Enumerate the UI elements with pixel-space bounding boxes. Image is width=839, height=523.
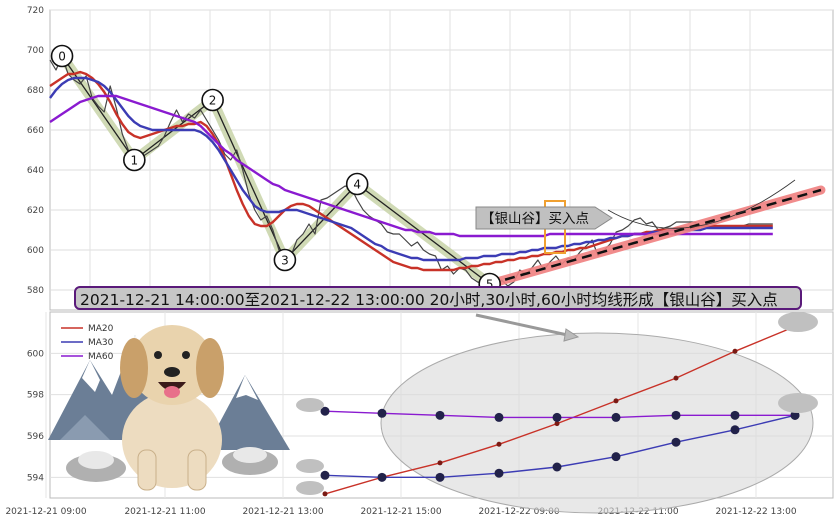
lower-point-ma60: [377, 408, 387, 418]
pointer-arrowhead: [563, 328, 580, 342]
legend-ma20: MA20: [88, 324, 114, 334]
zigzag-label-0: 0: [58, 50, 66, 64]
legend: MA20 MA30 MA60: [61, 324, 114, 362]
upper-y-tick-6: 600: [27, 246, 44, 256]
series-ma60: [49, 94, 773, 238]
upper-y-tick-7: 580: [27, 286, 44, 296]
annotation-pointer: [475, 206, 613, 230]
zigzag-label-2: 2: [209, 94, 217, 108]
upper-panel-grid: [49, 9, 834, 311]
lower-point-ma60: [435, 410, 445, 420]
series-price: [49, 55, 773, 291]
lower-point-ma30: [611, 452, 621, 462]
lower-y-tick-0: 600: [27, 349, 44, 359]
upper-y-tick-1: 700: [27, 46, 44, 56]
dog-illustration: [120, 325, 224, 491]
upper-y-tick-4: 640: [27, 166, 44, 176]
series-ma20: [49, 70, 773, 272]
lower-point-ma30: [377, 472, 387, 482]
zigzag-point-3: [273, 248, 297, 272]
legend-ma60: MA60: [88, 352, 114, 362]
lower-point-ma30: [435, 472, 445, 482]
lower-point-ma60: [320, 406, 330, 416]
lower-series: [320, 323, 800, 497]
zigzag-point-4: [345, 172, 369, 196]
lower-point-ma60: [671, 410, 681, 420]
upper-y-tick-3: 660: [27, 126, 44, 136]
upper-y-tick-2: 680: [27, 86, 44, 96]
lower-point-ma20: [732, 348, 738, 354]
pointer-arrow: [475, 313, 573, 338]
summary-banner: 2021-12-21 14:00:00至2021-12-22 13:00:00 …: [74, 286, 802, 310]
x-tick-0: 2021-12-21 09:00: [5, 507, 86, 517]
zigzag-segment: [284, 183, 358, 261]
ingot-markers: [296, 312, 818, 495]
upper-frame: [49, 9, 834, 311]
lower-point-ma30: [494, 468, 504, 478]
forecast-arc: [607, 179, 796, 229]
x-tick-3: 2021-12-21 15:00: [360, 507, 441, 517]
x-tick-5: 2021-12-22 11:00: [597, 507, 678, 517]
lower-point-ma60: [494, 412, 504, 422]
lower-point-ma60: [730, 410, 740, 420]
lower-point-ma20: [554, 421, 560, 427]
forecast-dashed: [489, 188, 822, 286]
lower-y-tick-1: 598: [27, 391, 44, 401]
zigzag-label-4: 4: [353, 178, 361, 192]
annotation-text: 【银山谷】买入点: [481, 211, 589, 227]
lower-frame: [49, 311, 834, 499]
lower-point-ma30: [320, 470, 330, 480]
buy-point-annotation: 【银山谷】买入点: [475, 200, 613, 254]
zigzag-segment: [212, 99, 286, 261]
zigzag-label-5: 5: [486, 278, 494, 292]
zigzag-point-2: [201, 88, 224, 112]
series-ma30: [49, 76, 773, 262]
highlight-ellipse: [380, 332, 814, 514]
lower-point-ma20: [496, 441, 502, 447]
lower-point-ma20: [673, 375, 679, 381]
upper-y-tick-0: 720: [27, 6, 44, 16]
lower-point-ma20: [322, 491, 328, 497]
lower-y-tick-2: 596: [27, 432, 44, 442]
lower-point-ma20: [613, 398, 619, 404]
lower-point-ma60: [611, 412, 621, 422]
upper-series: [49, 55, 773, 291]
zigzag-points: 0 1 2 3 4 5: [50, 44, 501, 296]
legend-ma30: MA30: [88, 338, 114, 348]
x-tick-6: 2021-12-22 13:00: [715, 507, 796, 517]
lower-point-ma30: [671, 437, 681, 447]
zigzag-point-0: [50, 44, 74, 68]
silver-ingot-icon: [66, 447, 278, 482]
x-tick-4: 2021-12-22 09:00: [478, 507, 559, 517]
lower-point-ma30: [552, 462, 562, 472]
zigzag-label-3: 3: [281, 254, 289, 268]
forecast-line: [485, 185, 826, 289]
x-tick-1: 2021-12-21 11:00: [124, 507, 205, 517]
lower-point-ma60: [552, 412, 562, 422]
lower-point-ma60: [790, 410, 800, 420]
x-axis: 2021-12-21 09:00 2021-12-21 11:00 2021-12-…: [5, 507, 796, 517]
lower-y-tick-3: 594: [27, 473, 44, 483]
zigzag-label-1: 1: [131, 154, 139, 168]
upper-y-axis: 720 700 680 660 640 620 600 580: [27, 6, 44, 296]
x-tick-2: 2021-12-21 13:00: [242, 507, 323, 517]
lower-point-ma30: [730, 425, 740, 435]
lower-point-ma20: [437, 460, 443, 466]
upper-y-tick-5: 620: [27, 206, 44, 216]
zigzag-point-1: [123, 148, 146, 172]
lower-y-axis: 600 598 596 594: [27, 349, 44, 483]
